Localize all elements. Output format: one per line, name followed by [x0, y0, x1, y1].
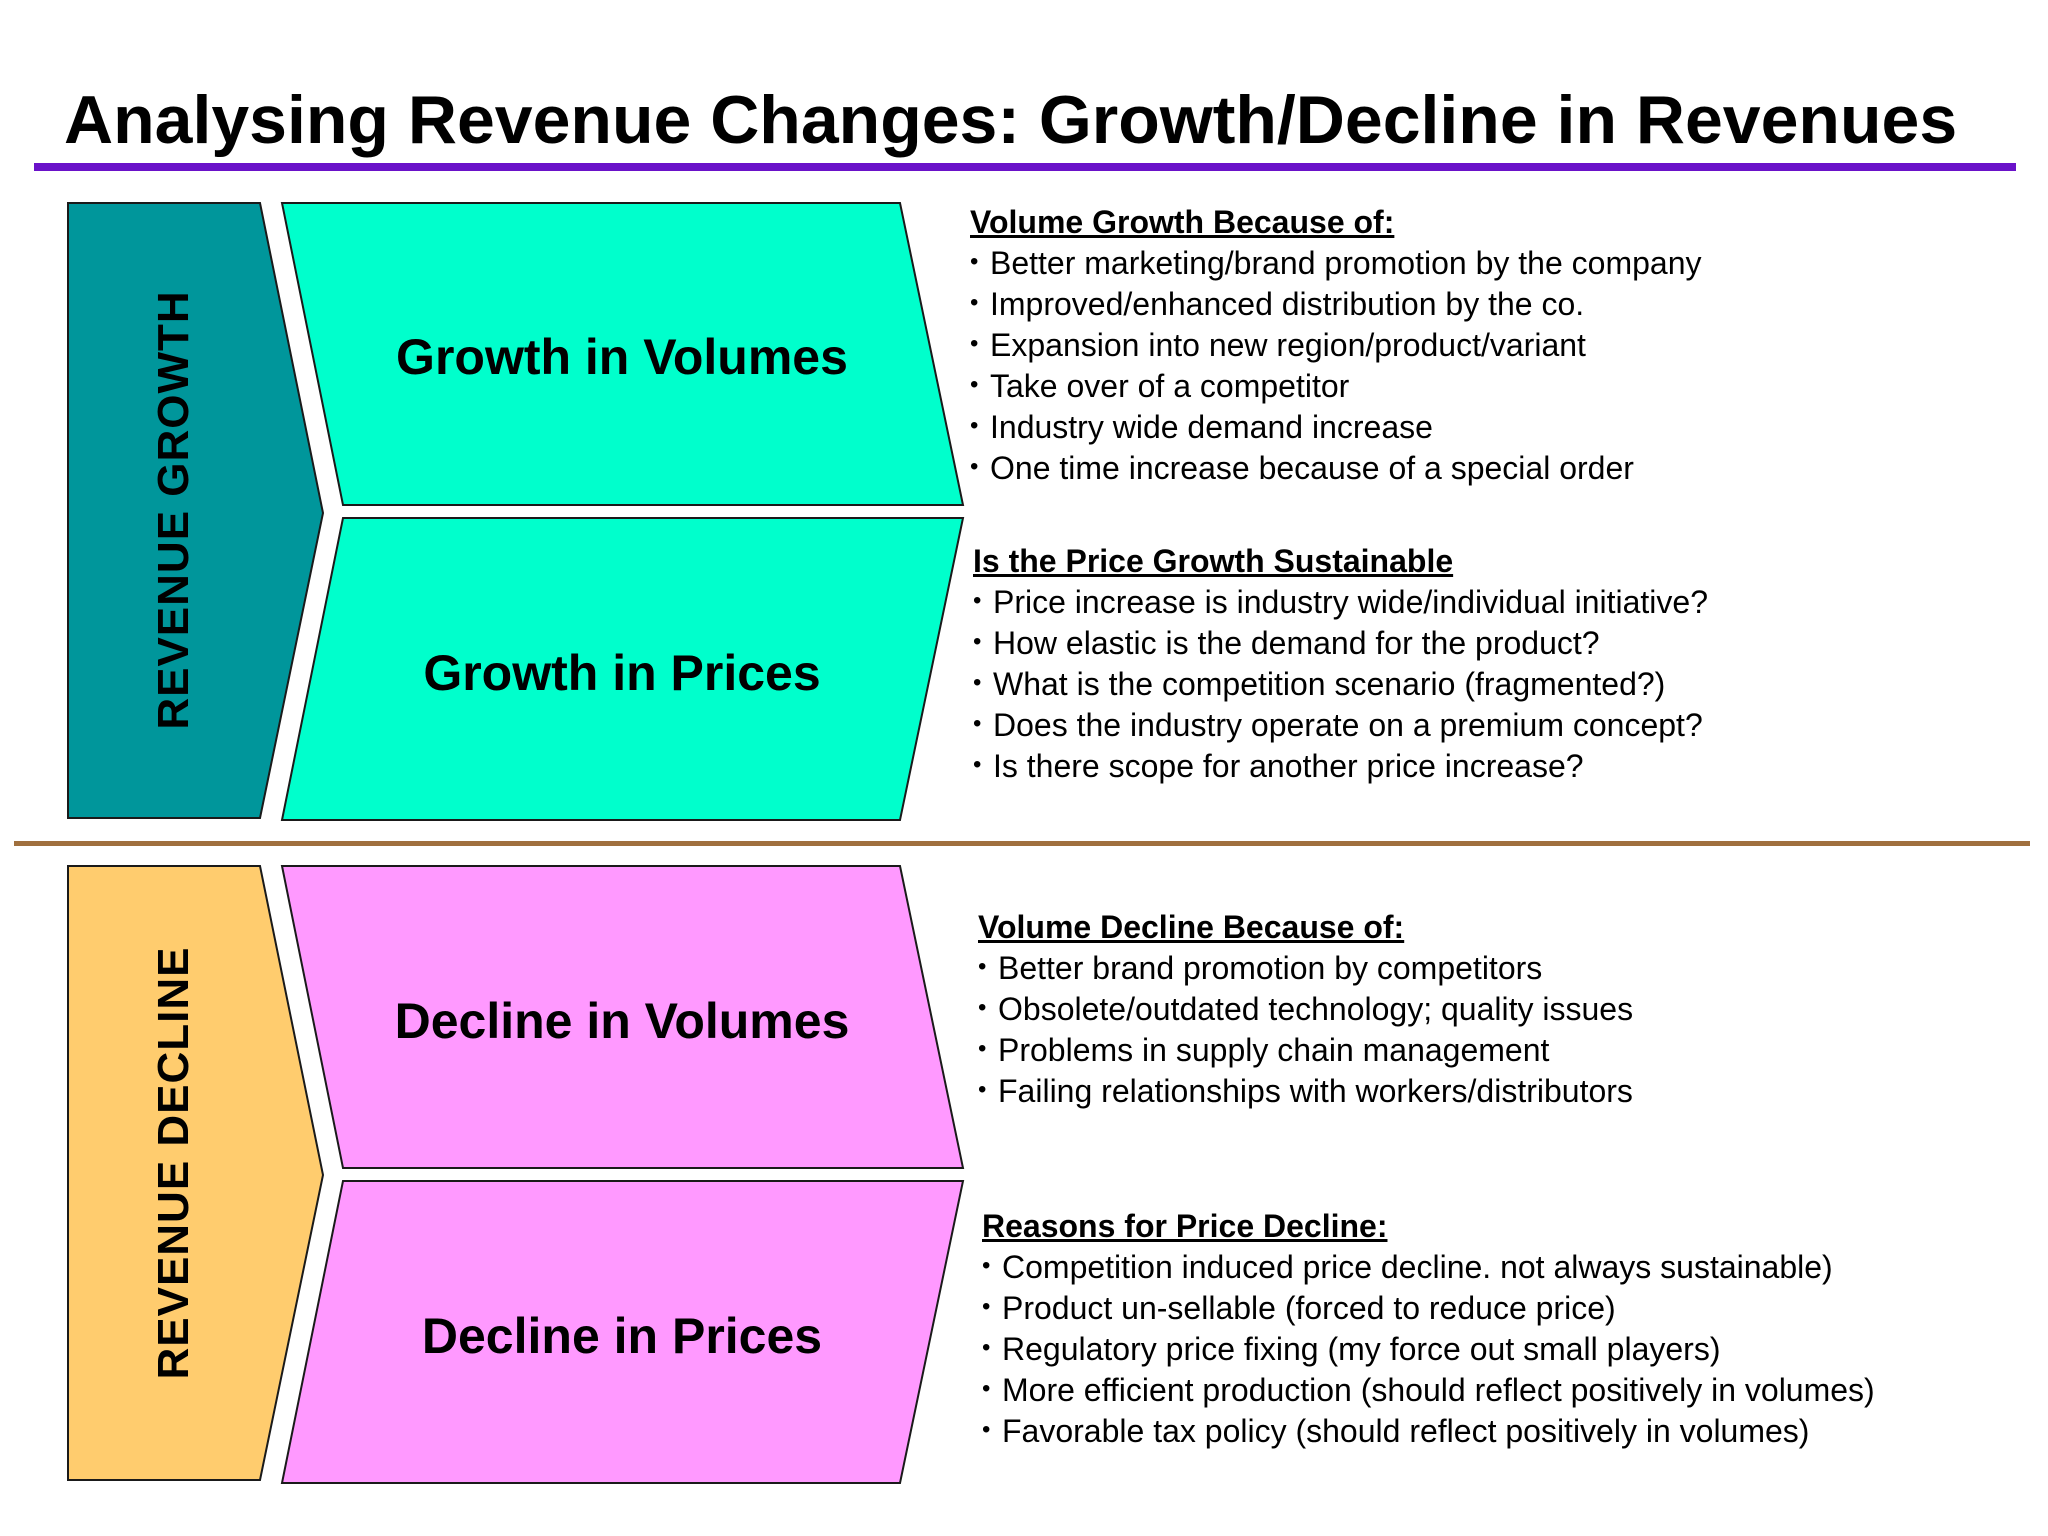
- list-item: • How elastic is the demand for the produ…: [973, 623, 1708, 664]
- bullet-icon: •: [973, 587, 982, 614]
- growth-volume-label: Growth in Volumes: [396, 329, 848, 385]
- list-item: • Take over of a competitor: [970, 366, 1701, 407]
- list-item: • Product un-sellable (forced to reduce p…: [982, 1288, 1875, 1329]
- list-item-text: More efficient production (should reflec…: [1002, 1372, 1875, 1408]
- list-item-text: Take over of a competitor: [990, 368, 1350, 404]
- bullet-icon: •: [978, 953, 987, 980]
- list-item-text: Expansion into new region/product/varian…: [990, 327, 1586, 363]
- bullet-icon: •: [973, 628, 982, 655]
- section-divider: [14, 841, 2030, 846]
- bullet-icon: •: [973, 669, 982, 696]
- decline-volume-list: • Better brand promotion by competitors •…: [978, 948, 1633, 1112]
- list-item: • Industry wide demand increase: [970, 407, 1701, 448]
- list-item: • One time increase because of a special …: [970, 448, 1701, 489]
- list-item: • Problems in supply chain management: [978, 1030, 1633, 1071]
- list-item-text: Problems in supply chain management: [998, 1032, 1550, 1068]
- bullet-icon: •: [982, 1416, 991, 1443]
- growth-side-arrow: [67, 202, 325, 819]
- bullet-icon: •: [970, 330, 979, 357]
- bullet-icon: •: [982, 1375, 991, 1402]
- list-item: • Obsolete/outdated technology; quality i…: [978, 989, 1633, 1030]
- growth-price-label: Growth in Prices: [423, 645, 820, 701]
- list-item: • What is the competition scenario (fragm…: [973, 664, 1708, 705]
- decline-volume-heading: Volume Decline Because of:: [978, 909, 1405, 945]
- bullet-icon: •: [978, 1076, 987, 1103]
- list-item: • Favorable tax policy (should reflect po…: [982, 1411, 1875, 1452]
- decline-side-arrow: [67, 865, 325, 1481]
- list-item: • Regulatory price fixing (my force out s…: [982, 1329, 1875, 1370]
- growth-side-label: REVENUE GROWTH: [149, 290, 198, 729]
- bullet-icon: •: [978, 1035, 987, 1062]
- list-item-text: Is there scope for another price increas…: [993, 748, 1584, 784]
- growth-price-heading: Is the Price Growth Sustainable: [973, 543, 1454, 579]
- bullet-icon: •: [970, 371, 979, 398]
- bullet-icon: •: [973, 751, 982, 778]
- list-item-text: How elastic is the demand for the produc…: [993, 625, 1600, 661]
- list-item: • Better marketing/brand promotion by the…: [970, 243, 1701, 284]
- decline-price-info: Reasons for Price Decline: • Competition …: [982, 1206, 1875, 1452]
- list-item: • Expansion into new region/product/varia…: [970, 325, 1701, 366]
- decline-price-list: • Competition induced price decline. not …: [982, 1247, 1875, 1452]
- list-item-text: Does the industry operate on a premium c…: [993, 707, 1703, 743]
- decline-volume-label: Decline in Volumes: [395, 993, 850, 1049]
- growth-price-list: • Price increase is industry wide/individ…: [973, 582, 1708, 787]
- bullet-icon: •: [970, 289, 979, 316]
- growth-volume-info: Volume Growth Because of: • Better market…: [970, 202, 1701, 489]
- list-item-text: Regulatory price fixing (my force out sm…: [1002, 1331, 1721, 1367]
- bullet-icon: •: [973, 710, 982, 737]
- list-item-text: Competition induced price decline. not a…: [1002, 1249, 1833, 1285]
- decline-side-label: REVENUE DECLINE: [149, 946, 198, 1379]
- growth-volume-list: • Better marketing/brand promotion by the…: [970, 243, 1701, 489]
- list-item-text: Improved/enhanced distribution by the co…: [990, 286, 1585, 322]
- bullet-icon: •: [970, 248, 979, 275]
- list-item-text: Favorable tax policy (should reflect pos…: [1002, 1413, 1810, 1449]
- list-item-text: Price increase is industry wide/individu…: [993, 584, 1708, 620]
- decline-volume-box: [280, 865, 965, 1169]
- title-underline: [34, 163, 2016, 171]
- list-item: • Does the industry operate on a premium …: [973, 705, 1708, 746]
- list-item: • Improved/enhanced distribution by the c…: [970, 284, 1701, 325]
- decline-price-heading: Reasons for Price Decline:: [982, 1208, 1388, 1244]
- bullet-icon: •: [970, 412, 979, 439]
- list-item-text: Product un-sellable (forced to reduce pr…: [1002, 1290, 1616, 1326]
- list-item: • Is there scope for another price increa…: [973, 746, 1708, 787]
- decline-price-box: [280, 1180, 965, 1484]
- bullet-icon: •: [982, 1293, 991, 1320]
- list-item-text: Obsolete/outdated technology; quality is…: [998, 991, 1634, 1027]
- list-item: • More efficient production (should refle…: [982, 1370, 1875, 1411]
- list-item-text: One time increase because of a special o…: [990, 450, 1634, 486]
- list-item: • Better brand promotion by competitors: [978, 948, 1633, 989]
- list-item-text: What is the competition scenario (fragme…: [993, 666, 1666, 702]
- bullet-icon: •: [982, 1252, 991, 1279]
- bullet-icon: •: [970, 453, 979, 480]
- decline-price-label: Decline in Prices: [422, 1308, 822, 1364]
- growth-volume-box: [280, 202, 965, 506]
- list-item-text: Better marketing/brand promotion by the …: [990, 245, 1702, 281]
- growth-price-box: [280, 517, 965, 821]
- growth-price-info: Is the Price Growth Sustainable • Price i…: [973, 541, 1708, 787]
- page-title: Analysing Revenue Changes: Growth/Declin…: [64, 82, 1958, 158]
- bullet-icon: •: [982, 1334, 991, 1361]
- decline-volume-info: Volume Decline Because of: • Better brand…: [978, 907, 1633, 1112]
- list-item-text: Failing relationships with workers/distr…: [998, 1073, 1633, 1109]
- list-item: • Price increase is industry wide/individ…: [973, 582, 1708, 623]
- list-item: • Competition induced price decline. not …: [982, 1247, 1875, 1288]
- list-item-text: Better brand promotion by competitors: [998, 950, 1543, 986]
- list-item: • Failing relationships with workers/dist…: [978, 1071, 1633, 1112]
- bullet-icon: •: [978, 994, 987, 1021]
- list-item-text: Industry wide demand increase: [990, 409, 1433, 445]
- growth-volume-heading: Volume Growth Because of:: [970, 204, 1395, 240]
